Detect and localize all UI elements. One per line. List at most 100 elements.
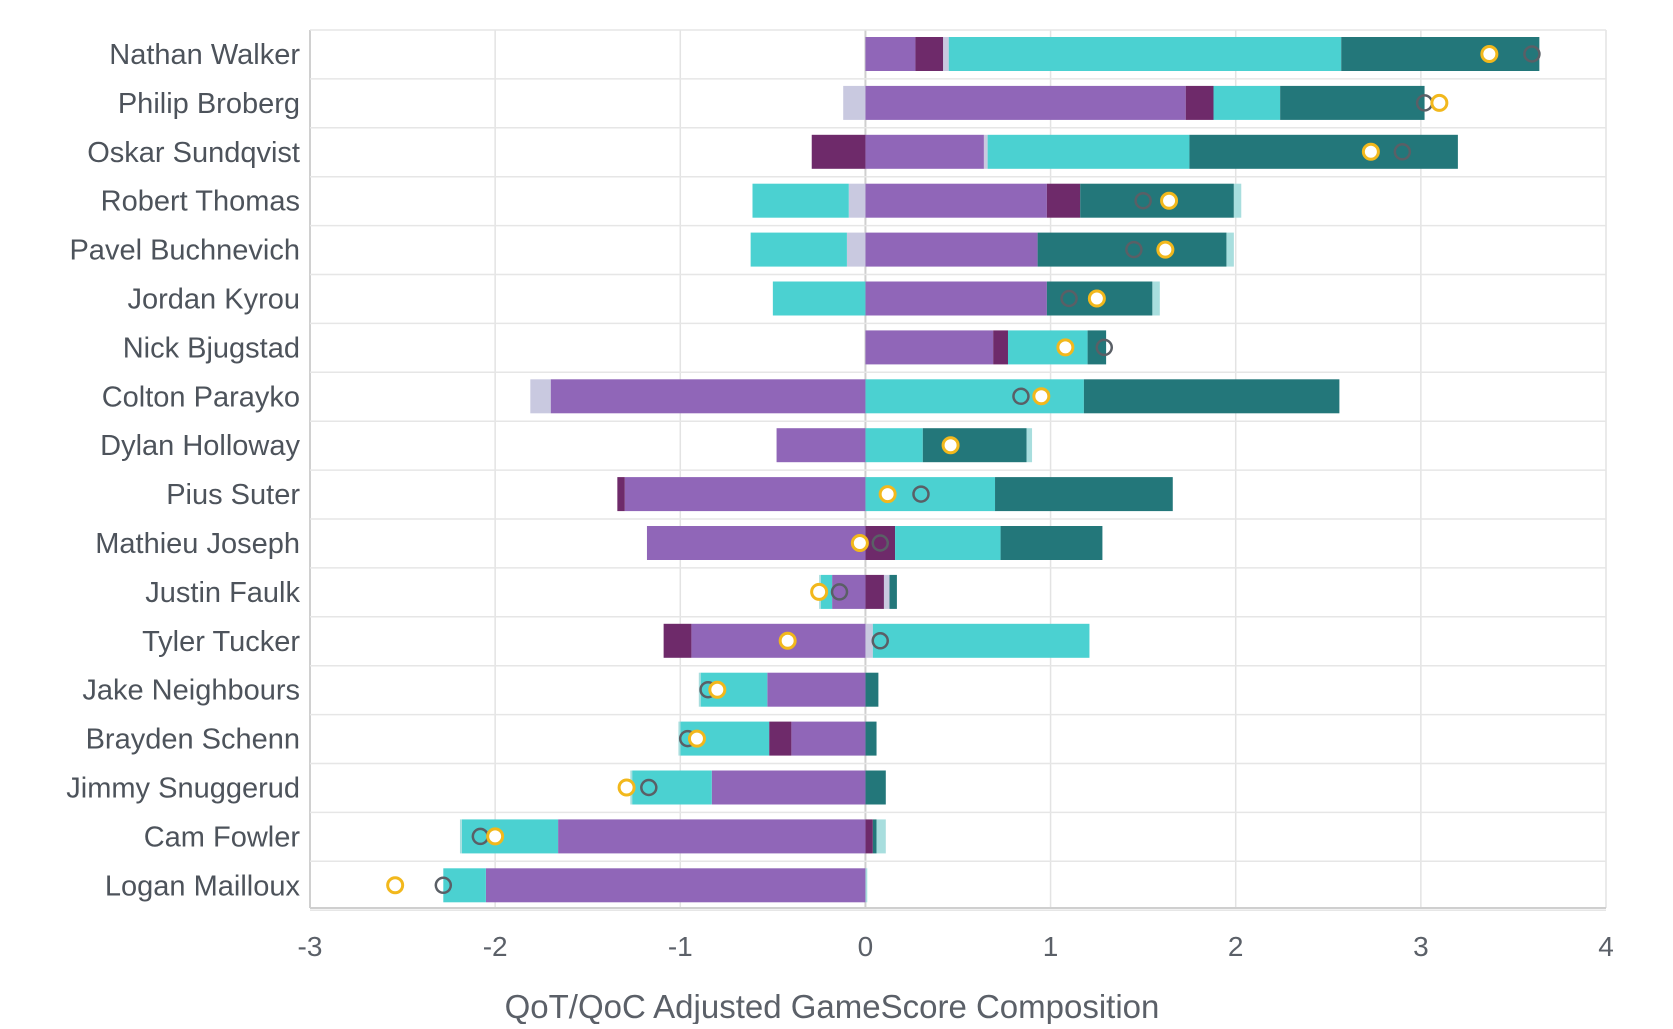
player-label: Cam Fowler	[144, 821, 301, 853]
bar-segment-teal	[1189, 134, 1458, 169]
x-axis-title: QoT/QoC Adjusted GameScore Composition	[505, 988, 1160, 1024]
bar-segment-lavender	[843, 85, 866, 120]
marker-gold	[486, 827, 505, 846]
marker-gold	[878, 485, 897, 504]
bar-segment-cyan	[865, 428, 923, 463]
bars-layer	[443, 37, 1540, 903]
bar-segment-teal	[872, 819, 877, 854]
bar-segment-teal	[1080, 183, 1234, 218]
player-label: Tyler Tucker	[142, 626, 300, 658]
bar-segment-plum	[617, 477, 625, 512]
player-label: Justin Faulk	[145, 577, 300, 609]
marker-gold	[1361, 142, 1380, 161]
bar-segment-cyan	[987, 134, 1190, 169]
marker-gray	[1523, 45, 1541, 63]
player-label: Logan Mailloux	[105, 870, 301, 902]
marker-gray	[434, 876, 453, 895]
player-label: Jordan Kyrou	[128, 284, 301, 316]
marker-gold	[708, 680, 727, 699]
bar-segment-cyan	[632, 770, 712, 805]
bar-segment-teal	[1083, 379, 1340, 414]
bar-segment-purple	[646, 526, 866, 560]
bar-segment-plum	[1046, 183, 1081, 218]
bar-segment-plum	[865, 526, 896, 560]
marker-gold	[386, 876, 405, 895]
bar-segment-teal	[995, 477, 1173, 512]
bar-segment-cyan	[895, 526, 1001, 560]
player-label: Colton Parayko	[102, 381, 300, 413]
bar-segment-plum	[811, 134, 866, 169]
bar-segment-cyan	[1007, 330, 1088, 365]
bar-segment-plum	[769, 721, 792, 756]
labels-layer: -3 -2 -1 0 1 2 3 4 Nathan Walker Philip Broberg Os…	[66, 39, 1614, 962]
bar-segment-purple	[550, 379, 866, 414]
bar-segment-paleteal	[1152, 281, 1160, 316]
bar-segment-purple	[832, 574, 866, 609]
bar-segment-cyan	[752, 183, 849, 218]
x-tick-label: 2	[1228, 931, 1244, 962]
marker-gold	[941, 436, 960, 455]
x-tick-label: 1	[1043, 931, 1059, 962]
bar-segment-plum	[915, 37, 944, 71]
grid-layer	[309, 29, 1607, 911]
bar-segment-cyan	[1213, 85, 1281, 120]
bar-segment-cyan	[772, 281, 866, 316]
bar-segment-purple	[865, 183, 1047, 218]
bar-segment-teal	[1037, 232, 1227, 267]
bar-segment-purple	[624, 477, 866, 512]
marker-gray	[640, 778, 658, 797]
bar-segment-plum	[663, 623, 692, 658]
bar-segment-lavender	[530, 379, 551, 414]
marker-gray	[1125, 240, 1143, 259]
player-label: Mathieu Joseph	[95, 528, 300, 560]
bar-segment-paleteal	[459, 819, 462, 854]
bar-segment-teal	[889, 574, 897, 609]
marker-gray	[1012, 387, 1030, 406]
x-tick-label: -3	[298, 931, 323, 962]
player-label: Jake Neighbours	[82, 675, 300, 707]
bar-segment-lavender	[846, 232, 866, 267]
bar-segment-cyan	[461, 819, 559, 854]
x-tick-label: 3	[1413, 931, 1429, 962]
player-label: Pavel Buchnevich	[69, 235, 300, 267]
bar-segment-teal	[1280, 85, 1425, 120]
bar-segment-teal	[1341, 37, 1540, 71]
marker-gold	[810, 582, 829, 601]
marker-gray	[1095, 338, 1114, 357]
bar-segment-lavender	[848, 183, 866, 218]
marker-gray	[1393, 143, 1412, 161]
bar-segment-paleteal	[876, 819, 886, 854]
bar-segment-purple	[791, 721, 866, 756]
marker-gray	[871, 534, 889, 552]
marker-gold	[617, 778, 636, 797]
marker-gray	[1134, 191, 1152, 210]
bar-segment-cyan	[750, 232, 847, 267]
x-tick-label: -2	[483, 931, 508, 962]
player-label: Nathan Walker	[109, 39, 300, 71]
bar-segment-plum	[865, 819, 873, 854]
marker-gold	[1160, 191, 1179, 210]
bar-segment-lavender	[943, 37, 949, 71]
marker-gold	[778, 631, 797, 650]
player-label: Oskar Sundqvist	[87, 137, 300, 169]
bar-segment-teal	[922, 428, 1027, 463]
bar-segment-lavender	[883, 574, 890, 609]
bar-segment-purple	[865, 232, 1038, 267]
player-label: Pius Suter	[166, 479, 300, 511]
bar-segment-cyan	[872, 623, 1090, 658]
x-tick-label: -1	[668, 931, 693, 962]
marker-gray	[830, 583, 849, 601]
bar-segment-purple	[865, 37, 916, 71]
bar-segment-purple	[865, 85, 1186, 120]
marker-gray	[871, 632, 889, 650]
bar-segment-cyan	[948, 37, 1342, 71]
bar-segment-purple	[865, 330, 994, 365]
bar-segment-cyan	[865, 379, 1084, 414]
marker-gold	[687, 729, 706, 748]
bar-segment-teal	[1000, 526, 1103, 560]
bar-segment-purple	[767, 672, 866, 707]
bar-segment-paleteal	[1226, 232, 1234, 267]
bar-segment-paleteal	[865, 868, 868, 903]
